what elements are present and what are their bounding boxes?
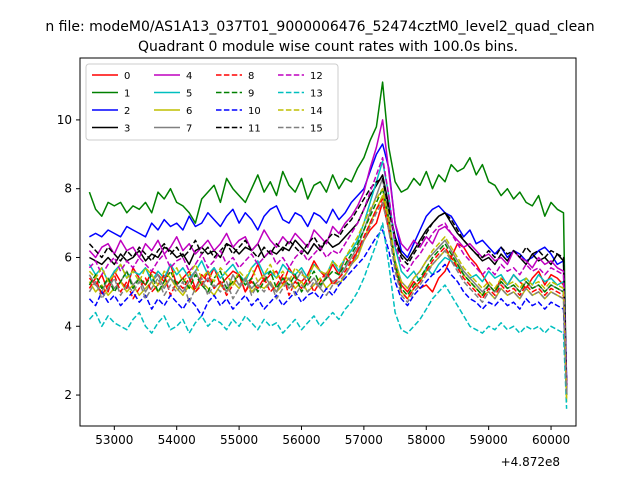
x-offset-label: +4.872e8 — [501, 455, 560, 469]
y-tick-label: 2 — [64, 388, 72, 402]
legend-label-1: 1 — [124, 89, 130, 100]
series-layer — [88, 81, 568, 409]
legend-label-9: 9 — [248, 89, 254, 100]
series-line-14 — [88, 187, 568, 399]
legend-label-0: 0 — [124, 71, 130, 82]
series-line-12 — [88, 156, 568, 389]
legend-label-6: 6 — [186, 106, 192, 117]
legend-label-11: 11 — [248, 124, 261, 135]
y-tick-label: 10 — [57, 113, 72, 127]
y-tick-label: 8 — [64, 182, 72, 196]
legend-label-10: 10 — [248, 106, 261, 117]
legend-label-7: 7 — [186, 124, 192, 135]
legend-box — [85, 63, 339, 141]
series-line-2 — [89, 143, 568, 378]
legend-label-8: 8 — [248, 71, 254, 82]
legend-label-4: 4 — [186, 71, 192, 82]
chart-title: Quadrant 0 module wise count rates with … — [138, 39, 518, 55]
legend-label-15: 15 — [310, 124, 323, 135]
series-line-1 — [88, 81, 568, 396]
x-tick-label: 55000 — [220, 433, 258, 447]
series-line-13 — [88, 222, 568, 409]
series-line-11 — [88, 177, 568, 385]
y-tick-label: 4 — [64, 319, 72, 333]
legend-label-2: 2 — [124, 106, 130, 117]
x-tick-label: 59000 — [470, 433, 508, 447]
series-line-3 — [89, 174, 568, 389]
x-tick-label: 57000 — [345, 433, 383, 447]
legend-label-3: 3 — [124, 124, 130, 135]
x-tick-label: 53000 — [95, 433, 133, 447]
x-tick-label: 56000 — [282, 433, 320, 447]
legend-label-12: 12 — [310, 71, 323, 82]
x-tick-label: 60000 — [532, 433, 570, 447]
y-axis: 2 4 6 8 10 — [57, 113, 80, 402]
series-line-9 — [88, 187, 568, 396]
series-line-10 — [88, 229, 568, 396]
legend-label-13: 13 — [310, 89, 323, 100]
plot-frame — [79, 57, 577, 427]
x-tick-label: 54000 — [158, 433, 196, 447]
figure-suptitle: n file: modeM0/AS1A13_037T01_9000006476_… — [45, 19, 594, 35]
legend-label-5: 5 — [186, 89, 192, 100]
x-axis: 53000 54000 55000 56000 57000 58000 59000 60000 — [95, 426, 570, 447]
series-line-15 — [88, 201, 568, 396]
series-line-7 — [88, 177, 568, 396]
series-line-8 — [88, 198, 568, 392]
y-tick-label: 6 — [64, 250, 72, 264]
series-line-4 — [88, 119, 568, 385]
legend-label-14: 14 — [310, 106, 323, 117]
x-tick-label: 58000 — [407, 433, 445, 447]
series-line-5 — [88, 160, 568, 392]
